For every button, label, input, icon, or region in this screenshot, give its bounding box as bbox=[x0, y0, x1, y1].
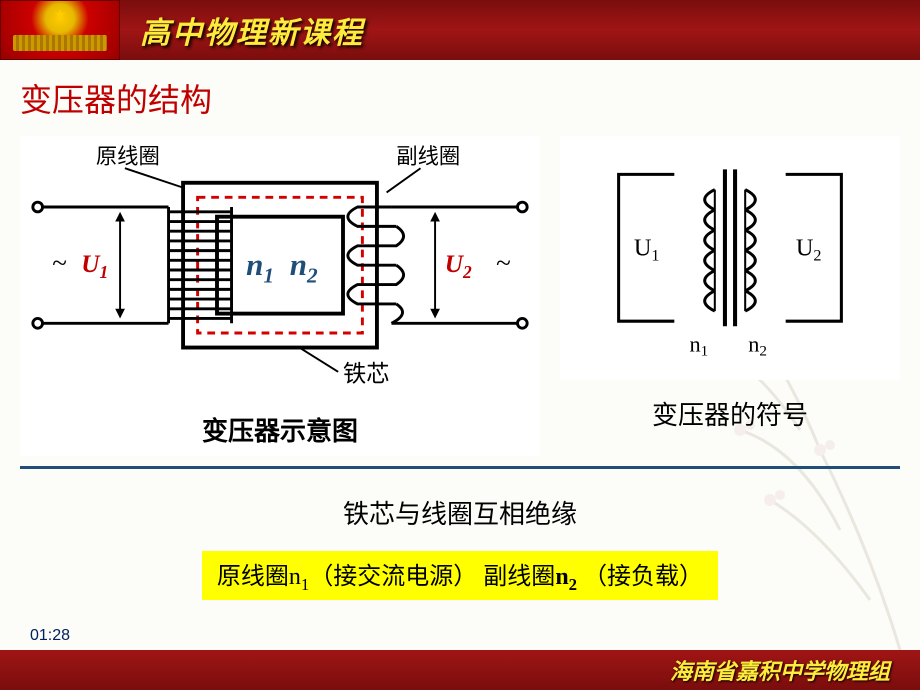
timestamp: 01:28 bbox=[30, 627, 70, 645]
diagrams-row: 原线圈 副线圈 ~ bbox=[20, 136, 900, 456]
section-title: 变压器的结构 bbox=[20, 75, 900, 121]
symbol-caption: 变压器的符号 bbox=[560, 395, 900, 432]
label-n2: n2 bbox=[290, 247, 318, 288]
sym-n2: n2 bbox=[748, 332, 767, 360]
highlight-text: 原线圈n1（接交流电源） 副线圈n2 （接负载） bbox=[202, 551, 718, 600]
footer-bar: 海南省嘉积中学物理组 bbox=[0, 650, 920, 690]
transformer-symbol: U1 U2 n1 n2 bbox=[560, 136, 900, 380]
coil-description: 原线圈n1（接交流电源） 副线圈n2 （接负载） bbox=[20, 551, 900, 600]
label-n1: n1 bbox=[246, 247, 274, 288]
transformer-symbol-block: U1 U2 n1 n2 变压器的符号 bbox=[560, 136, 900, 432]
divider bbox=[20, 466, 900, 469]
schematic-caption: 变压器示意图 bbox=[28, 411, 532, 448]
svg-text:~: ~ bbox=[496, 248, 511, 278]
svg-text:~: ~ bbox=[52, 248, 67, 278]
label-secondary-coil: 副线圈 bbox=[396, 144, 460, 168]
label-u1: U1 bbox=[81, 251, 108, 282]
label-primary-coil: 原线圈 bbox=[96, 144, 160, 168]
label-core: 铁芯 bbox=[343, 361, 390, 387]
header-title: 高中物理新课程 bbox=[140, 8, 364, 52]
header-banner: 高中物理新课程 bbox=[0, 0, 920, 60]
label-u2: U2 bbox=[445, 251, 472, 282]
content-area: 变压器的结构 原线圈 副线圈 ~ bbox=[0, 60, 920, 615]
sym-u2: U2 bbox=[796, 234, 822, 264]
insulation-note: 铁芯与线圈互相绝缘 bbox=[20, 494, 900, 531]
sym-u1: U1 bbox=[634, 234, 660, 264]
footer-text: 海南省嘉积中学物理组 bbox=[670, 654, 890, 686]
transformer-schematic: 原线圈 副线圈 ~ bbox=[20, 136, 540, 456]
sym-n1: n1 bbox=[690, 332, 709, 360]
emblem-graphic bbox=[0, 0, 120, 60]
